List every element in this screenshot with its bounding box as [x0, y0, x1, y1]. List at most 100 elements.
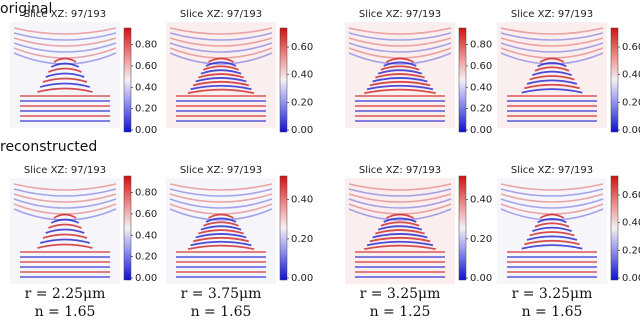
wave: [500, 188, 604, 197]
heatmap: [10, 178, 120, 284]
panel-title: Slice XZ: 97/193: [24, 165, 106, 176]
wave: [500, 37, 604, 47]
wave: [187, 88, 255, 94]
heatmap-bg: [497, 178, 607, 284]
colorbar: [279, 175, 288, 281]
panel-title: Slice XZ: 97/193: [359, 9, 441, 20]
wave: [500, 32, 604, 41]
wave: [169, 27, 273, 35]
wave: [45, 228, 85, 234]
wave: [50, 218, 80, 224]
colorbar-tick-label: 0.00: [291, 273, 313, 284]
colorbar-tick-label: 0.00: [622, 273, 640, 284]
wave: [524, 83, 580, 90]
wave: [348, 27, 452, 35]
colorbar-tick-label: 0.60: [622, 42, 640, 53]
colorbar: [458, 175, 467, 281]
heatmap: [497, 178, 607, 284]
wave: [48, 67, 82, 73]
colorbar-tick-label: 0.40: [135, 82, 157, 93]
wave: [13, 32, 117, 41]
colorbar-tick-label: 0.20: [291, 97, 313, 108]
heatmap-bg: [10, 22, 120, 128]
wave: [500, 208, 604, 221]
wave: [169, 193, 273, 203]
colorbar-tick-label: 0.20: [470, 104, 492, 115]
wave: [40, 82, 90, 88]
wave: [195, 77, 247, 83]
heatmap: [166, 178, 276, 284]
wave: [13, 27, 117, 35]
caption-n: n = 1.65: [35, 304, 96, 319]
colorbar-tick-label: 0.40: [291, 70, 313, 81]
panel-title: Slice XZ: 97/193: [511, 9, 593, 20]
wave: [500, 193, 604, 203]
wave: [13, 183, 117, 191]
wave: [500, 27, 604, 35]
colorbar-tick-label: 0.20: [622, 245, 640, 256]
wave: [377, 225, 423, 231]
colorbar-tick-label: 0.60: [622, 190, 640, 201]
wave: [348, 52, 452, 65]
heatmap: [345, 178, 455, 284]
row-label: reconstructed: [0, 139, 97, 155]
wave: [169, 183, 273, 191]
caption-r: r = 3.25μm: [512, 286, 593, 302]
wave: [375, 229, 425, 235]
wave: [500, 52, 604, 65]
wave: [53, 213, 77, 219]
wave: [383, 217, 417, 223]
wave: [40, 238, 90, 244]
wave: [532, 226, 572, 232]
wave: [386, 57, 414, 63]
colorbar-tick-label: 0.80: [470, 40, 492, 51]
wave: [48, 223, 82, 229]
wave: [169, 188, 273, 197]
wave: [377, 69, 423, 75]
heatmap-bg: [166, 22, 276, 128]
wave: [208, 57, 234, 63]
wave: [200, 225, 242, 231]
caption-n: n = 1.25: [370, 304, 431, 319]
colorbar-tick-label: 0.40: [622, 70, 640, 81]
wave: [53, 57, 77, 63]
wave: [37, 243, 93, 249]
colorbar-tick-label: 0.60: [135, 209, 157, 220]
wave: [205, 217, 237, 223]
wave: [383, 61, 417, 67]
wave: [169, 52, 273, 65]
wave: [208, 213, 234, 219]
colorbar-tick-label: 0.20: [622, 97, 640, 108]
wave: [366, 84, 434, 91]
colorbar-tick-label: 0.80: [135, 40, 157, 51]
wave: [198, 229, 244, 235]
wave: [169, 32, 273, 41]
wave: [521, 244, 583, 250]
wave: [366, 240, 434, 247]
wave: [500, 183, 604, 191]
colorbar-tick-label: 0.00: [622, 125, 640, 136]
colorbar-tick-label: 0.00: [135, 125, 157, 136]
wave: [364, 88, 436, 94]
colorbar-tick-label: 0.40: [470, 82, 492, 93]
wave: [13, 193, 117, 203]
colorbar: [279, 27, 288, 133]
panel-title: Slice XZ: 97/193: [180, 9, 262, 20]
caption-r: r = 2.25μm: [25, 286, 106, 302]
wave: [348, 32, 452, 41]
colorbar-tick-label: 0.60: [291, 42, 313, 53]
wave: [348, 193, 452, 203]
row-label: original: [0, 1, 52, 17]
heatmap-bg: [10, 178, 120, 284]
wave: [500, 42, 604, 53]
wave: [187, 244, 255, 250]
wave: [169, 37, 273, 47]
wave: [190, 240, 252, 247]
wave: [192, 236, 250, 243]
wave: [526, 79, 578, 85]
panel-title: Slice XZ: 97/193: [359, 165, 441, 176]
wave: [169, 208, 273, 221]
wave: [539, 213, 565, 219]
wave: [521, 88, 583, 94]
wave: [13, 198, 117, 209]
